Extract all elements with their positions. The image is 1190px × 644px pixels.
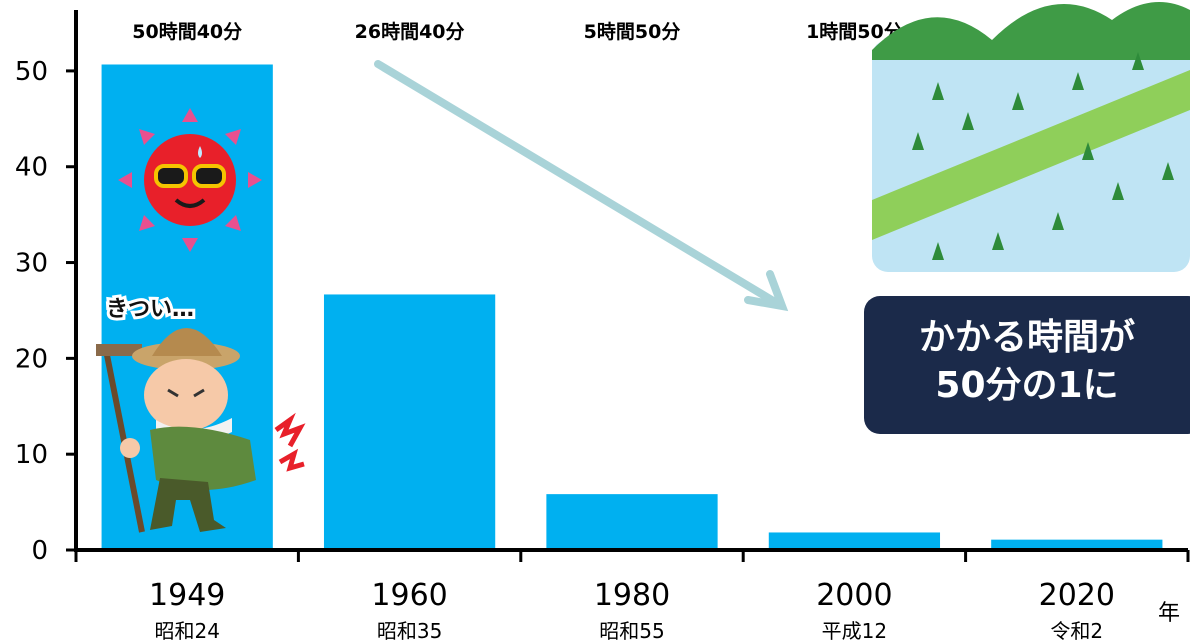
category-sublabel-2020: 令和2 — [1050, 619, 1103, 643]
y-ticks-group: 0 10 20 30 40 50 — [15, 57, 76, 566]
bar-1960 — [323, 294, 496, 550]
callout-line-1: かかる時間が — [918, 317, 1135, 358]
category-label-2000: 2000 — [816, 578, 892, 613]
x-ticks-group — [74, 550, 1190, 562]
data-label-1960: 26時間40分 — [355, 21, 465, 43]
data-label-2000: 1時間50分 — [806, 21, 903, 43]
decrease-arrow-icon — [374, 60, 789, 312]
tired-farmer-with-rake-icon — [96, 328, 306, 533]
category-label-1980: 1980 — [594, 578, 670, 613]
category-labels-group: 1949 昭和24 1960 昭和35 1980 昭和55 2000 平成12 2020 令和2 — [149, 578, 1115, 643]
category-label-1949: 1949 — [149, 578, 225, 613]
data-label-1949: 50時間40分 — [132, 21, 242, 43]
y-tick-label-0: 0 — [31, 536, 48, 566]
category-sublabel-2000: 平成12 — [822, 619, 887, 643]
bar-2000 — [768, 532, 941, 550]
bar-1980 — [546, 494, 718, 550]
data-label-1980: 5時間50分 — [584, 21, 681, 43]
category-sublabel-1980: 昭和55 — [599, 619, 664, 643]
rice-paddy-field-icon — [872, 0, 1190, 272]
sun-with-sunglasses-icon — [118, 108, 262, 252]
callout-line-2: 50分の1に — [935, 365, 1119, 406]
y-tick-label-20: 20 — [15, 344, 48, 374]
category-sublabel-1949: 昭和24 — [154, 619, 219, 643]
category-label-2020: 2020 — [1039, 578, 1115, 613]
x-unit-label: 年 — [1158, 601, 1180, 626]
category-label-1960: 1960 — [371, 578, 447, 613]
y-tick-label-50: 50 — [15, 57, 48, 87]
y-tick-label-40: 40 — [15, 153, 48, 183]
speech-bubble-text: きつい… — [106, 297, 194, 322]
summary-callout: かかる時間が 50分の1に — [864, 296, 1190, 434]
category-sublabel-1960: 昭和35 — [377, 619, 442, 643]
bar-2020 — [991, 539, 1163, 550]
y-tick-label-10: 10 — [15, 440, 48, 470]
y-tick-label-30: 30 — [15, 249, 48, 279]
